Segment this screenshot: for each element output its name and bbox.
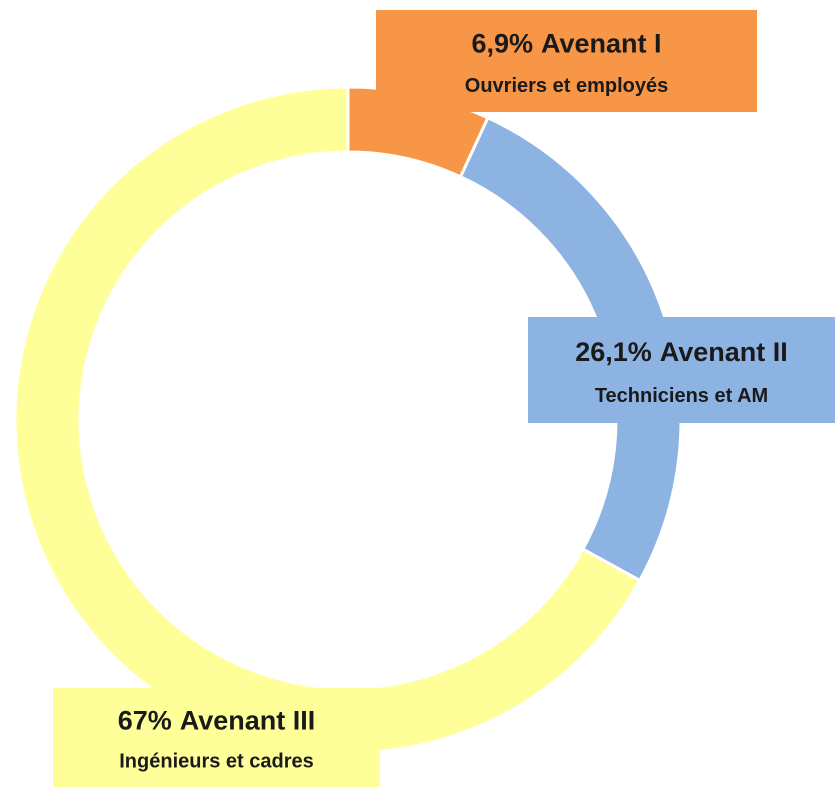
value-label: 26,1% (575, 337, 652, 367)
value-label: 6,9% (471, 29, 533, 59)
data-label: 67% Avenant III (118, 706, 316, 736)
description-label: Ingénieurs et cadres (119, 751, 314, 773)
value-label: 67% (118, 706, 172, 736)
label-box (376, 10, 757, 112)
label-box (528, 317, 835, 423)
category-label: Avenant I (541, 29, 662, 59)
description-label: Techniciens et AM (595, 385, 768, 407)
data-label: 26,1% Avenant II (575, 337, 788, 367)
category-label: Avenant III (180, 706, 316, 736)
data-label: 6,9% Avenant I (471, 29, 661, 59)
category-label: Avenant II (660, 337, 788, 367)
label-box (53, 688, 380, 787)
description-label: Ouvriers et employés (465, 75, 668, 97)
